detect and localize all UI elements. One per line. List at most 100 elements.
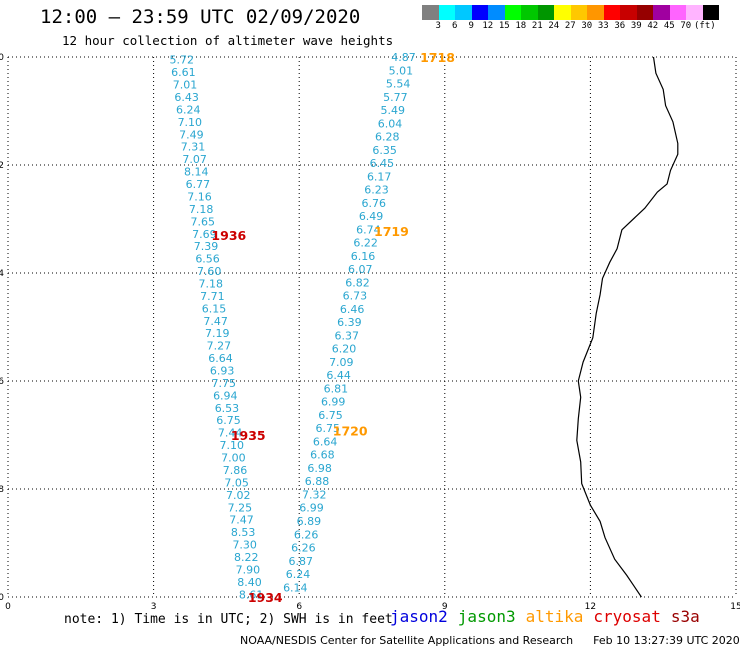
wave-height-value: 8.40 <box>237 576 262 589</box>
satellite-tracks: 5.726.617.016.436.247.107.497.317.078.14… <box>169 51 415 601</box>
wave-height-value: 6.75 <box>316 422 341 435</box>
colorbar-label: 12 <box>482 21 494 31</box>
wave-height-value: 6.26 <box>294 528 319 541</box>
wave-height-value: 5.72 <box>169 54 194 67</box>
colorbar-label: 18 <box>515 21 527 31</box>
x-tick-label: 3 <box>151 602 157 612</box>
wave-height-value: 7.07 <box>182 153 207 166</box>
wave-height-value: 7.47 <box>229 514 254 527</box>
wave-height-value: 6.35 <box>372 144 397 157</box>
wave-height-value: 6.89 <box>297 515 322 528</box>
wave-height-value: 7.60 <box>197 265 222 278</box>
wave-height-value: 6.04 <box>378 117 403 130</box>
wave-height-value: 7.32 <box>302 488 327 501</box>
wave-height-value: 6.61 <box>171 66 196 79</box>
colorbar-label: 9 <box>468 21 474 31</box>
colorbar-label: 21 <box>531 21 543 31</box>
satellite-legend-item: jason2 <box>390 607 448 626</box>
colorbar-swatch <box>455 5 472 20</box>
generated-timestamp: Feb 10 13:27:39 UTC 2020 <box>593 634 740 647</box>
wave-height-value: 6.43 <box>174 91 199 104</box>
wave-height-value: 6.64 <box>313 435 338 448</box>
wave-height-value: 4.87 <box>391 51 416 64</box>
page-title: 12:00 – 23:59 UTC 02/09/2020 <box>40 6 361 28</box>
colorbar-label: 45 <box>663 21 675 31</box>
map-grid <box>7 56 737 598</box>
y-tick-label: -20 <box>0 593 4 603</box>
wave-height-value: 8.61 <box>239 588 264 601</box>
satellite-legend-item: cryosat <box>593 607 661 626</box>
colorbar-label: 36 <box>614 21 626 31</box>
wave-height-value: 6.24 <box>176 103 201 116</box>
satellite-legend-item: s3a <box>670 607 700 626</box>
wave-height-value: 6.23 <box>364 184 389 197</box>
colorbar-swatch <box>636 5 653 20</box>
x-tick-label: 12 <box>585 602 596 612</box>
colorbar <box>422 5 719 20</box>
coastline-path <box>576 56 679 598</box>
wave-height-value: 6.17 <box>367 170 392 183</box>
wave-height-value: 7.10 <box>220 439 245 452</box>
coastline <box>576 56 679 598</box>
colorbar-label: 3 <box>435 21 441 31</box>
wave-height-value: 6.28 <box>375 131 400 144</box>
wave-height-value: 7.75 <box>211 377 236 390</box>
wave-height-value: 6.81 <box>324 382 349 395</box>
wave-height-value: 6.75 <box>318 409 343 422</box>
colorbar-label: 30 <box>581 21 593 31</box>
wave-height-value: 5.01 <box>389 64 414 77</box>
wave-height-value: 6.99 <box>299 502 324 515</box>
x-tick-label: 0 <box>5 602 11 612</box>
wave-height-value: 6.88 <box>305 475 330 488</box>
colorbar-swatch <box>570 5 587 20</box>
colorbar-label: 42 <box>647 21 659 31</box>
credit-line: NOAA/NESDIS Center for Satellite Applica… <box>240 634 740 647</box>
pass-time-label: 1935 <box>231 428 266 443</box>
colorbar-swatch <box>587 5 604 20</box>
colorbar-label: 24 <box>548 21 560 31</box>
wave-height-value: 5.77 <box>383 91 408 104</box>
wave-height-value: 7.18 <box>199 277 224 290</box>
colorbar-swatch <box>422 5 439 20</box>
colorbar-swatch <box>620 5 637 20</box>
wave-height-value: 7.10 <box>178 116 203 129</box>
colorbar-label: 15 <box>498 21 510 31</box>
wave-height-value: 7.39 <box>194 240 219 253</box>
wave-height-value: 6.74 <box>356 223 381 236</box>
wave-height-value: 6.98 <box>307 462 332 475</box>
wave-height-value: 5.49 <box>380 104 405 117</box>
pass-time-label: 1719 <box>374 224 409 239</box>
wave-height-value: 6.07 <box>348 263 373 276</box>
wave-height-value: 7.30 <box>232 539 257 552</box>
wave-height-value: 7.44 <box>218 427 243 440</box>
wave-height-value: 6.16 <box>351 250 376 263</box>
wave-height-value: 7.02 <box>226 489 251 502</box>
satellite-legend-item: altika <box>525 607 584 626</box>
y-tick-label: -12 <box>0 161 4 171</box>
x-tick-label: 9 <box>442 602 448 612</box>
colorbar-label: 33 <box>597 21 609 31</box>
colorbar-label: 6 <box>452 21 458 31</box>
pass-time-label: 1720 <box>333 424 368 439</box>
wave-height-value: 6.87 <box>288 555 313 568</box>
wave-height-value: 7.00 <box>221 452 246 465</box>
wave-height-value: 6.24 <box>286 568 311 581</box>
wave-height-value: 7.19 <box>205 327 230 340</box>
y-tick-label: -10 <box>0 53 4 63</box>
colorbar-swatch <box>653 5 670 20</box>
colorbar-swatch <box>504 5 521 20</box>
wave-height-value: 7.65 <box>190 215 215 228</box>
wave-height-value: 6.26 <box>291 542 316 555</box>
wave-height-value: 7.27 <box>207 340 232 353</box>
wave-height-value: 6.77 <box>186 178 211 191</box>
time-labels: 1718 1719 1720 1936 1935 1934 <box>211 50 454 605</box>
wave-height-value: 6.20 <box>332 343 357 356</box>
wave-height-value: 7.69 <box>192 228 217 241</box>
wave-height-value: 8.14 <box>184 166 209 179</box>
colorbar-swatch <box>471 5 488 20</box>
axis-ticks: -10 -12 -14 -16 -18 -200 3 6 9 12 15 <box>0 53 740 612</box>
wave-height-value: 6.64 <box>208 352 233 365</box>
wave-height-value: 7.25 <box>228 501 253 514</box>
colorbar-label: (ft) <box>694 21 716 31</box>
wave-height-value: 6.99 <box>321 396 346 409</box>
